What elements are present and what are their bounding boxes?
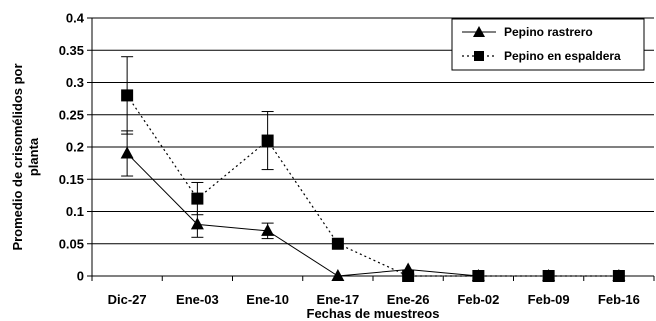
- x-tick-label: Ene-10: [246, 292, 289, 307]
- y-tick-label: 0.2: [66, 140, 84, 155]
- x-tick-label: Ene-17: [317, 292, 360, 307]
- legend: Pepino rastrero Pepino en espaldera: [451, 18, 645, 71]
- series-layer: [120, 56, 626, 282]
- data-point-triangle: [261, 223, 275, 236]
- y-axis-title-line2: planta: [26, 137, 41, 176]
- legend-triangle-marker: [473, 26, 485, 37]
- legend-box: [451, 18, 645, 71]
- x-axis-title: Fechas de muestreos: [307, 306, 440, 321]
- y-tick-label: 0.05: [59, 236, 84, 251]
- y-axis-title-line1: Promedio de crisomélidos por: [10, 63, 25, 250]
- legend-square-marker: [474, 51, 484, 61]
- data-point-square: [331, 237, 344, 250]
- data-point-triangle: [190, 217, 204, 230]
- data-point-square: [612, 270, 625, 282]
- data-point-square: [121, 89, 134, 102]
- series-espaldera: [121, 56, 625, 282]
- data-point-square: [402, 270, 415, 282]
- data-point-square: [472, 270, 485, 282]
- data-point-triangle: [331, 269, 345, 281]
- series-line: [126, 95, 619, 277]
- x-tick-label: Feb-09: [528, 292, 570, 307]
- x-tick-label: Feb-02: [457, 292, 499, 307]
- y-axis-title: Promedio de crisomélidos por planta: [10, 63, 41, 250]
- gridlines: [92, 17, 654, 245]
- y-tick-label: 0.35: [59, 43, 84, 58]
- data-point-square: [191, 192, 204, 205]
- y-tick-label: 0: [77, 269, 84, 284]
- legend-item-espaldera: Pepino en espaldera: [462, 49, 621, 63]
- x-tick-label: Dic-27: [108, 292, 147, 307]
- series-rastrero: [120, 130, 626, 281]
- x-tick-labels: Dic-27 Ene-03 Ene-10 Ene-17 Ene-26 Feb-02 Feb-…: [108, 292, 640, 307]
- y-tick-label: 0.15: [59, 172, 84, 187]
- data-point-triangle: [120, 146, 134, 159]
- y-tick-label: 0.3: [66, 75, 84, 90]
- data-point-square: [261, 134, 274, 147]
- legend-label-espaldera: Pepino en espaldera: [504, 49, 621, 63]
- y-tick-label: 0.4: [66, 11, 85, 26]
- legend-label-rastrero: Pepino rastrero: [504, 25, 593, 39]
- y-tick-label: 0.1: [66, 204, 84, 219]
- y-tick-label: 0.25: [59, 107, 84, 122]
- x-tick-label: Ene-26: [387, 292, 430, 307]
- y-tick-labels: 0 0.05 0.1 0.15 0.2 0.25 0.3 0.35 0.4: [59, 11, 85, 284]
- legend-item-rastrero: Pepino rastrero: [462, 25, 593, 39]
- x-tick-label: Ene-03: [176, 292, 219, 307]
- data-point-square: [542, 270, 555, 282]
- x-tick-label: Feb-16: [598, 292, 640, 307]
